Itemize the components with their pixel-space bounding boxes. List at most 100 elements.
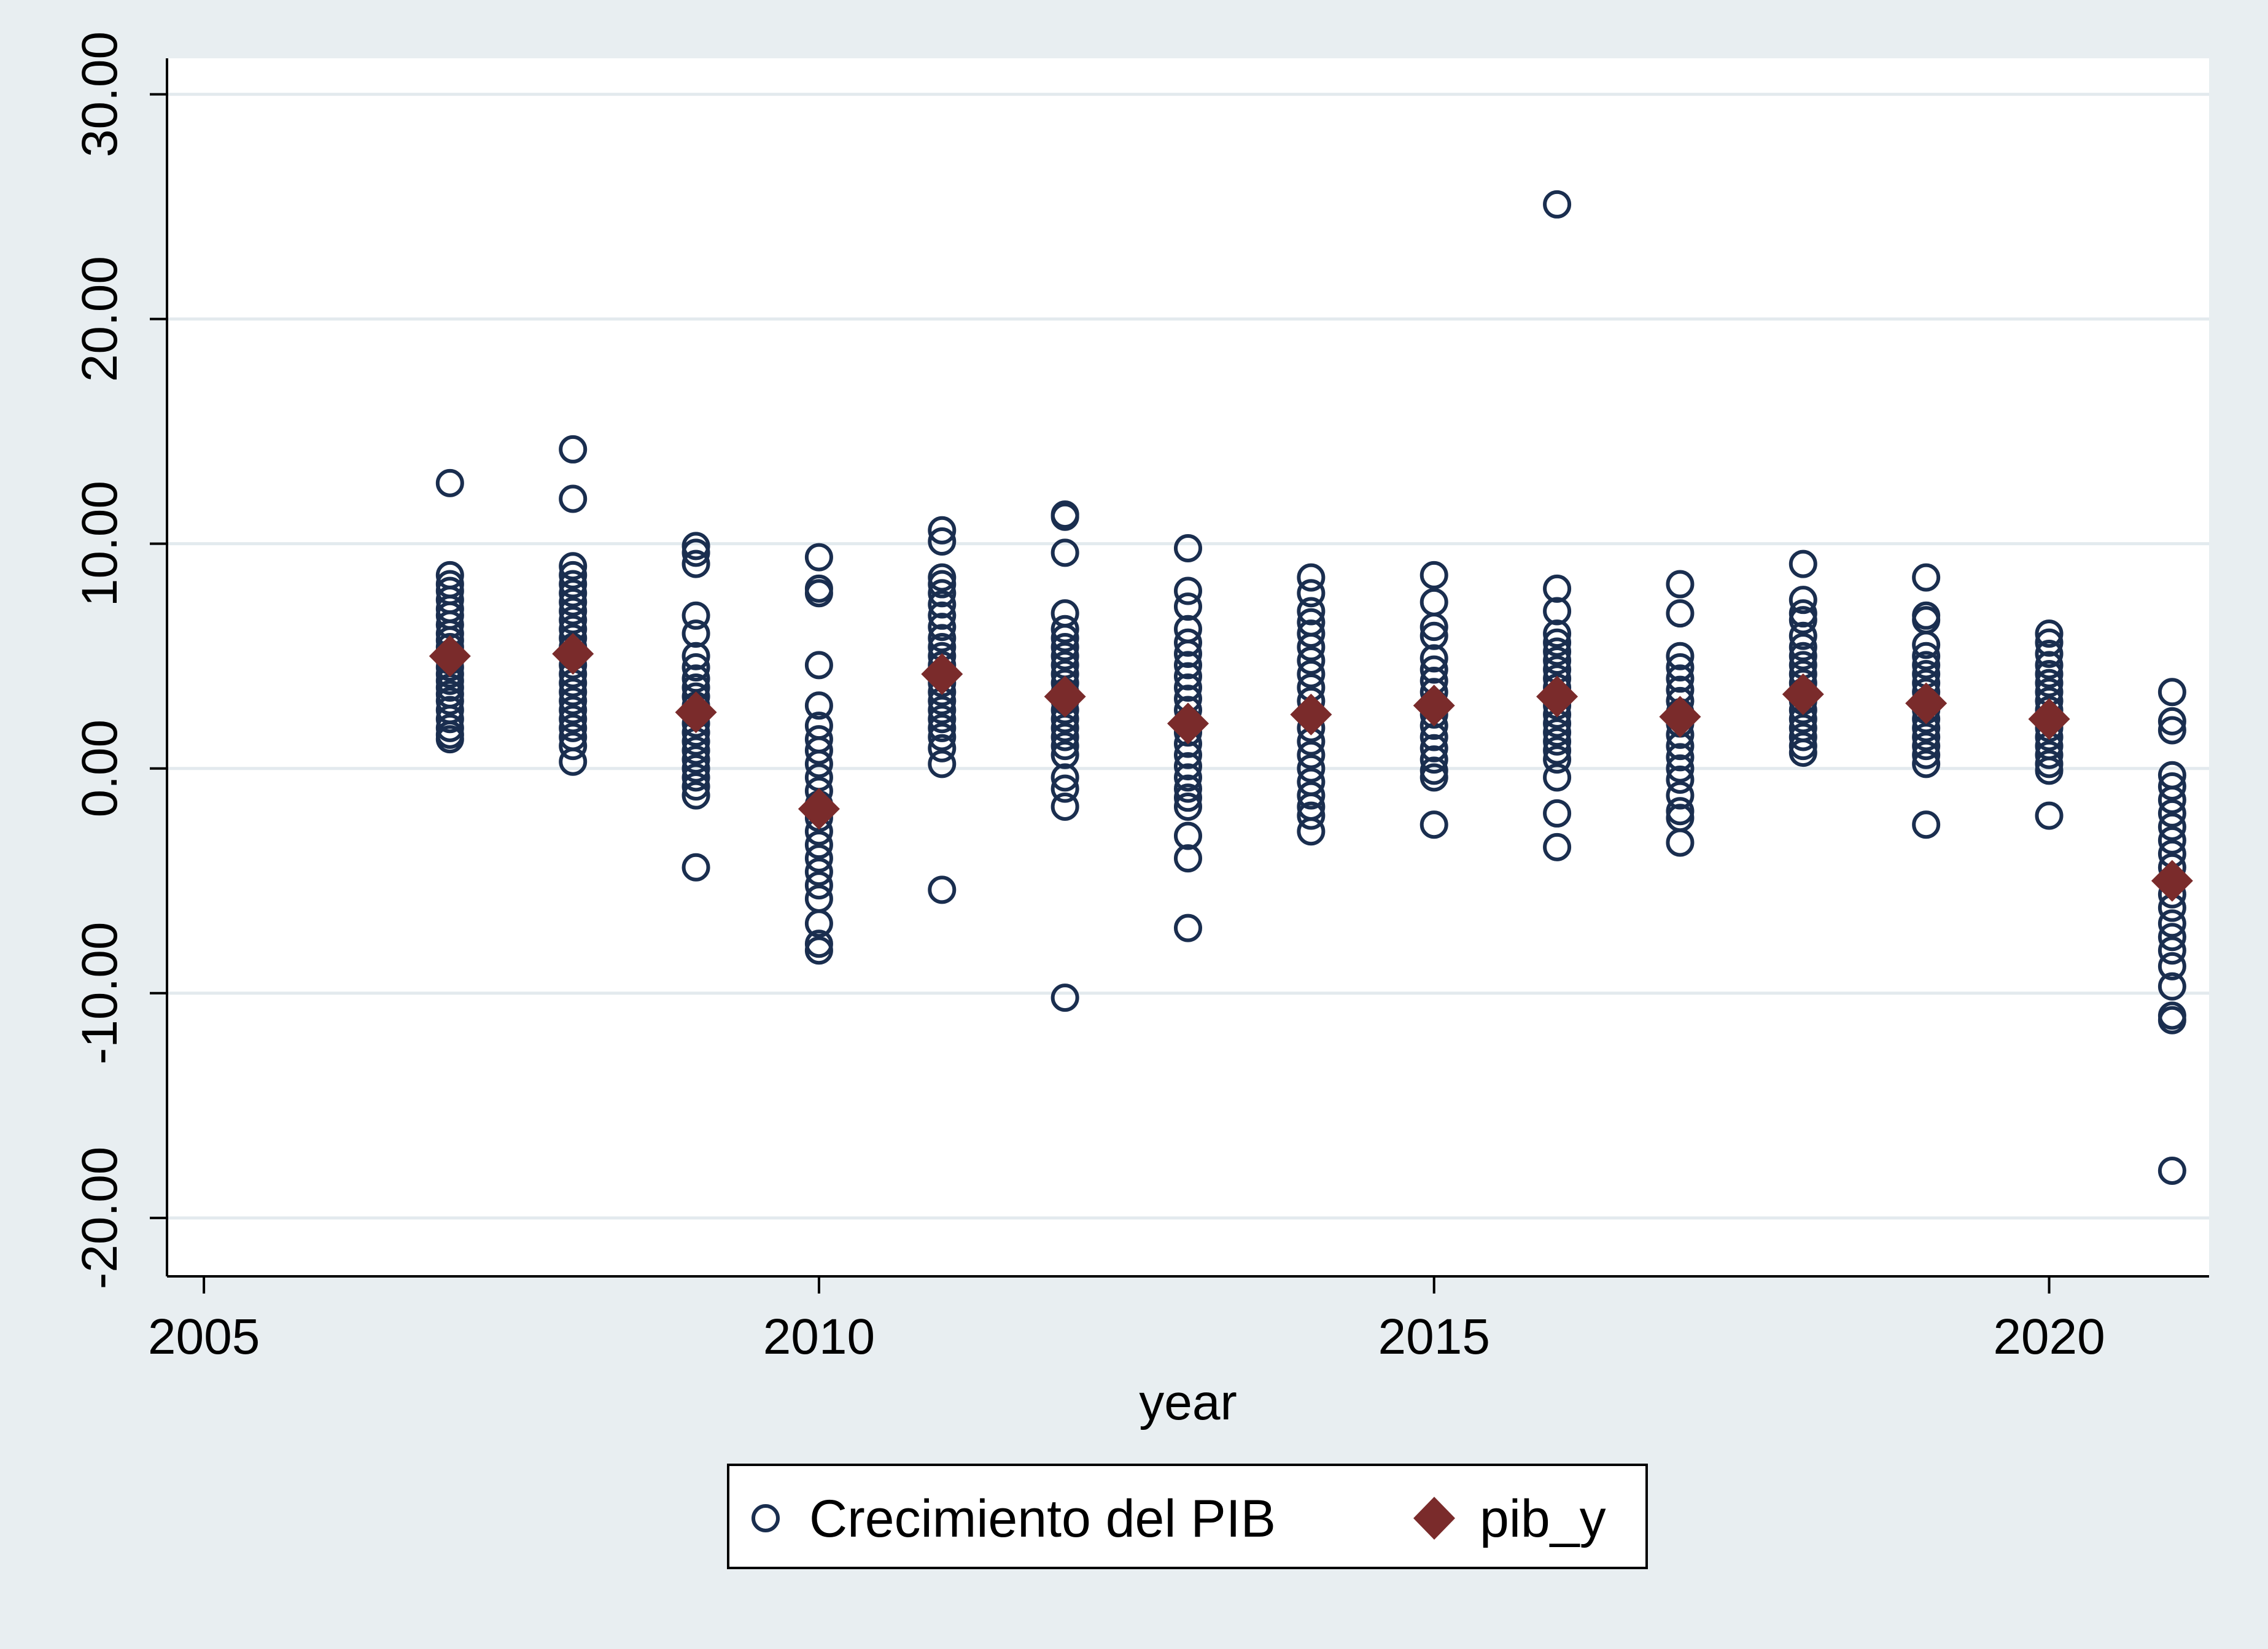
pib-growth-point xyxy=(928,723,957,751)
pib-y-point xyxy=(1905,682,1948,724)
pib-growth-point xyxy=(559,435,588,464)
pib-growth-point xyxy=(1788,606,1817,635)
pib-growth-point xyxy=(1666,653,1695,681)
data-marks xyxy=(429,190,2193,1185)
pib-growth-point xyxy=(804,871,833,900)
pib-growth-point xyxy=(1174,651,1202,680)
y-tick-label: 20.00 xyxy=(72,256,128,382)
pib-growth-point xyxy=(682,781,710,810)
pib-growth-point xyxy=(1788,723,1817,751)
pib-growth-point xyxy=(1419,810,1448,839)
pib-growth-point xyxy=(1051,615,1079,643)
pib-growth-point xyxy=(1051,642,1079,670)
pib-growth-point xyxy=(1543,727,1572,756)
pib-growth-point xyxy=(1297,781,1326,810)
pib-growth-point xyxy=(1051,763,1079,792)
pib-y-point xyxy=(1413,685,1455,727)
pib-growth-point xyxy=(559,686,588,715)
pib-growth-point xyxy=(1912,740,1941,769)
pib-growth-point xyxy=(2157,1006,2186,1034)
pib-growth-point xyxy=(804,936,833,965)
pib-growth-point xyxy=(559,552,588,581)
pib-growth-point xyxy=(928,601,957,630)
pib-growth-point xyxy=(928,570,957,599)
pib-growth-point xyxy=(1543,574,1572,603)
pib-growth-point xyxy=(682,853,710,882)
pib-growth-point xyxy=(1051,740,1079,769)
pib-growth-point xyxy=(1174,662,1202,691)
y-tick-label: 0.00 xyxy=(72,720,128,818)
pib-y-point xyxy=(798,788,840,830)
pib-growth-point xyxy=(1788,621,1817,650)
pib-y-point xyxy=(1782,673,1824,715)
pib-growth-point xyxy=(1543,736,1572,765)
pib-growth-point xyxy=(1174,844,1202,873)
pib-growth-point xyxy=(559,713,588,742)
pib-growth-point xyxy=(1543,832,1572,861)
pib-growth-point xyxy=(1174,914,1202,942)
pib-growth-point xyxy=(682,754,710,783)
pib-growth-point xyxy=(435,725,464,754)
pib-growth-point xyxy=(559,579,588,608)
pib-growth-point xyxy=(1174,576,1202,605)
pib-growth-point xyxy=(435,686,464,715)
axes: -20.00 -10.00 0.00 10.00 20.00 30.00 2005 2010 2… xyxy=(72,31,2209,1365)
pib-growth-point xyxy=(1666,766,1695,794)
pib-growth-point xyxy=(804,844,833,873)
pib-growth-point xyxy=(928,734,957,762)
pib-growth-point xyxy=(804,651,833,680)
pib-growth-point xyxy=(2157,772,2186,801)
pib-growth-point xyxy=(1912,651,1941,680)
pib-growth-point xyxy=(2157,812,2186,841)
pib-growth-point xyxy=(1543,190,1572,219)
pib-growth-point xyxy=(1666,743,1695,772)
pib-growth-point xyxy=(1543,799,1572,828)
pib-growth-point xyxy=(1174,592,1202,621)
legend-box xyxy=(727,1464,1648,1569)
pib-growth-point xyxy=(928,624,957,653)
pib-growth-point xyxy=(1666,642,1695,670)
pib-y-point xyxy=(1044,675,1086,718)
pib-growth-point xyxy=(1912,750,1941,778)
pib-growth-point xyxy=(682,745,710,774)
pib-growth-point xyxy=(1543,763,1572,792)
pib-growth-point xyxy=(804,831,833,859)
pib-growth-point xyxy=(559,696,588,724)
pib-growth-point xyxy=(435,705,464,734)
pib-growth-point xyxy=(928,713,957,742)
pib-growth-point xyxy=(682,772,710,801)
pib-growth-point xyxy=(1419,613,1448,642)
pib-growth-point xyxy=(2157,678,2186,707)
pib-growth-point xyxy=(1297,563,1326,592)
pib-growth-point xyxy=(1051,502,1079,531)
pib-growth-point xyxy=(2157,785,2186,814)
pib-growth-point xyxy=(1543,619,1572,648)
pib-growth-point xyxy=(928,516,957,545)
pib-growth-point xyxy=(1912,563,1941,592)
pib-growth-point xyxy=(1788,739,1817,767)
pib-growth-point xyxy=(2035,756,2064,785)
pib-growth-point xyxy=(804,750,833,778)
legend-label-pib-y: pib_y xyxy=(1480,1489,1606,1548)
pib-growth-point xyxy=(1051,723,1079,751)
pib-growth-point xyxy=(559,588,588,616)
pib-growth-point xyxy=(1543,718,1572,747)
pib-growth-point xyxy=(2157,1156,2186,1185)
pib-growth-point xyxy=(1912,642,1941,670)
pib-growth-point xyxy=(2035,619,2064,648)
pib-growth-point xyxy=(1051,633,1079,662)
pib-growth-point xyxy=(804,909,833,938)
pib-growth-point xyxy=(1051,984,1079,1012)
pib-growth-point xyxy=(1297,754,1326,783)
pib-growth-point xyxy=(682,653,710,681)
pib-growth-point xyxy=(559,597,588,626)
pib-growth-point xyxy=(928,750,957,778)
pib-growth-point xyxy=(1788,586,1817,615)
pib-growth-point xyxy=(928,696,957,724)
pib-growth-point xyxy=(1419,621,1448,650)
pib-growth-point xyxy=(2157,936,2186,965)
pib-growth-point xyxy=(559,705,588,734)
pib-y-point xyxy=(429,635,471,677)
pib-y-point xyxy=(921,653,963,695)
pib-growth-point xyxy=(559,570,588,599)
